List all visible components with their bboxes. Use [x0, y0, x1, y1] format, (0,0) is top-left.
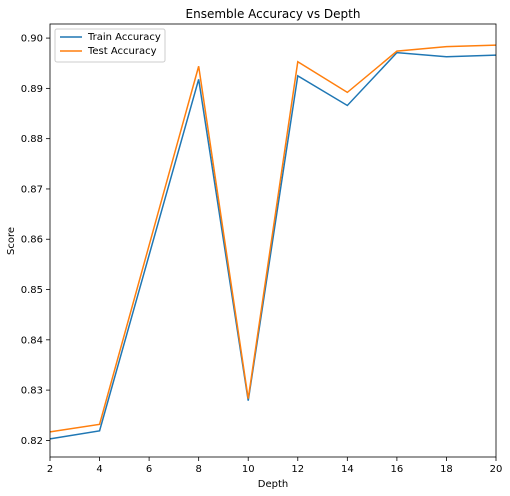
x-tick-label: 2: [47, 464, 53, 475]
x-axis: 2 4 6 8 10 12 14 16 18 20: [47, 457, 503, 475]
y-tick-label: 0.89: [21, 84, 43, 95]
y-tick-label: 0.88: [21, 134, 43, 145]
x-tick-label: 12: [291, 464, 304, 475]
legend-box: [54, 28, 166, 63]
x-tick-label: 18: [440, 464, 453, 475]
x-tick-label: 4: [96, 464, 102, 475]
y-tick-label: 0.82: [21, 436, 43, 447]
x-axis-title: Depth: [258, 479, 288, 490]
plot-area: [49, 44, 497, 440]
y-axis: 0.82 0.83 0.84 0.85 0.86 0.87 0.88 0.89 0.90: [21, 34, 50, 447]
y-tick-label: 0.85: [21, 285, 43, 296]
series-line-test-accuracy: [49, 44, 497, 433]
y-tick-label: 0.87: [21, 184, 43, 195]
x-tick-label: 20: [490, 464, 503, 475]
x-tick-label: 16: [391, 464, 404, 475]
x-tick-label: 6: [146, 464, 152, 475]
y-tick-label: 0.84: [21, 335, 43, 346]
y-tick-label: 0.90: [21, 34, 43, 45]
y-axis-title: Score: [6, 227, 17, 255]
y-tick-label: 0.83: [21, 386, 43, 397]
series-line-train-accuracy: [49, 51, 497, 440]
y-tick-label: 0.86: [21, 235, 43, 246]
legend-label-test: Test Accuracy: [87, 46, 157, 57]
plot-frame: [49, 23, 497, 458]
x-tick-label: 8: [195, 464, 201, 475]
x-tick-label: 14: [341, 464, 354, 475]
legend: Train Accuracy Test Accuracy: [54, 28, 166, 63]
x-tick-label: 10: [242, 464, 255, 475]
chart-title: Ensemble Accuracy vs Depth: [186, 7, 361, 21]
legend-label-train: Train Accuracy: [87, 32, 161, 43]
